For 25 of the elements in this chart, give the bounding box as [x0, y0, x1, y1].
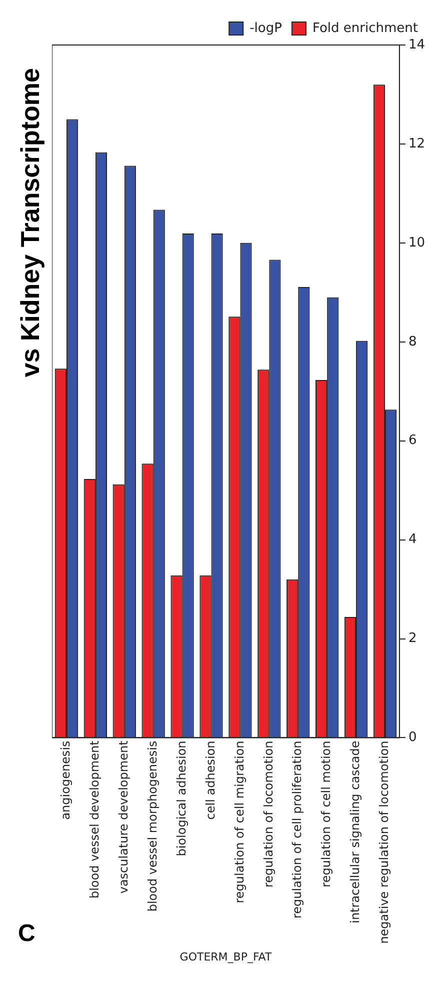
- legend-label: Fold enrichment: [312, 20, 418, 36]
- y-tick-label: 2: [408, 631, 417, 646]
- y-tick-label: 8: [408, 334, 417, 350]
- x-tick-label: regulation of cell motion: [319, 740, 334, 888]
- y-tick-label: 0: [408, 730, 417, 746]
- y-tick-label: 6: [408, 433, 417, 448]
- x-tick-label: blood vessel morphogenesis: [145, 740, 160, 912]
- x-axis-title: GOTERM_BP_FAT: [180, 950, 272, 964]
- x-tick-label: regulation of locomotion: [261, 740, 276, 888]
- x-tick-label: biological adhesion: [174, 740, 188, 856]
- y-tick-label: 14: [408, 37, 426, 52]
- text: vs Kidney Transcriptome: [14, 68, 46, 378]
- x-tick-label: cell adhesion: [203, 740, 218, 820]
- x-tick-label: intracellular signaling cascade: [348, 740, 362, 924]
- x-tick-label: vasculature development: [116, 740, 131, 894]
- x-tick-label: blood vessel development: [88, 740, 102, 898]
- x-tick-label: angiogenesis: [58, 740, 73, 820]
- legend-label: -logP: [250, 20, 282, 36]
- y-tick-label: 10: [408, 235, 426, 250]
- x-tick-label: regulation of cell proliferation: [290, 740, 304, 919]
- text: C: [18, 920, 36, 948]
- x-tick-label: negative regulation of locomotion: [377, 740, 392, 944]
- y-tick-label: 12: [408, 136, 426, 152]
- y-tick-label: 4: [408, 532, 417, 548]
- x-tick-label: regulation of cell migration: [232, 740, 246, 904]
